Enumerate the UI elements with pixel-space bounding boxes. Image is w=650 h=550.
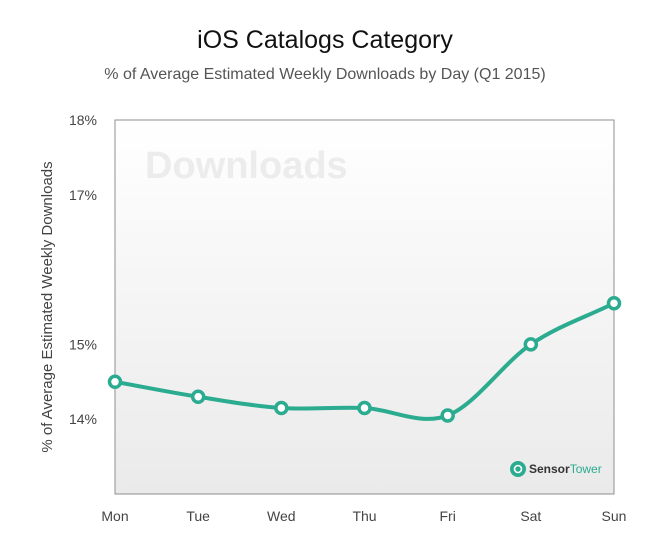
- data-point: [274, 400, 289, 416]
- data-point: [357, 400, 372, 416]
- x-tick-label: Sat: [520, 508, 541, 524]
- y-axis-label: % of Average Estimated Weekly Downloads: [39, 161, 56, 452]
- sensor-tower-icon-ring: [513, 464, 523, 474]
- brand-name: SensorTower: [529, 462, 602, 476]
- data-point: [523, 337, 539, 352]
- data-points: [107, 296, 622, 423]
- data-point: [107, 374, 123, 390]
- x-tick-label: Mon: [101, 508, 128, 524]
- data-point: [606, 296, 622, 311]
- data-point: [440, 408, 455, 423]
- x-tick-label: Thu: [352, 508, 376, 524]
- chart-title: iOS Catalogs Category: [197, 26, 453, 54]
- plot-area: [114, 119, 615, 495]
- y-tick-labels: 14% 15% 17% 18%: [69, 112, 97, 427]
- y-tick-label: 18%: [69, 112, 97, 128]
- x-tick-labels: Mon Tue Wed Thu Fri Sat Sun: [101, 508, 626, 524]
- y-tick-label: 14%: [69, 411, 97, 427]
- x-tick-label: Fri: [440, 508, 456, 524]
- y-tick-label: 17%: [69, 187, 97, 203]
- x-tick-label: Tue: [186, 508, 210, 524]
- watermark-text: Downloads: [145, 145, 348, 187]
- x-tick-label: Wed: [267, 508, 296, 524]
- sensor-tower-icon: [510, 461, 526, 477]
- data-point: [190, 389, 206, 405]
- x-tick-label: Sun: [602, 508, 627, 524]
- chart-subtitle: % of Average Estimated Weekly Downloads …: [104, 66, 546, 83]
- y-tick-label: 15%: [69, 336, 97, 352]
- sensor-tower-logo: SensorTower: [510, 461, 602, 477]
